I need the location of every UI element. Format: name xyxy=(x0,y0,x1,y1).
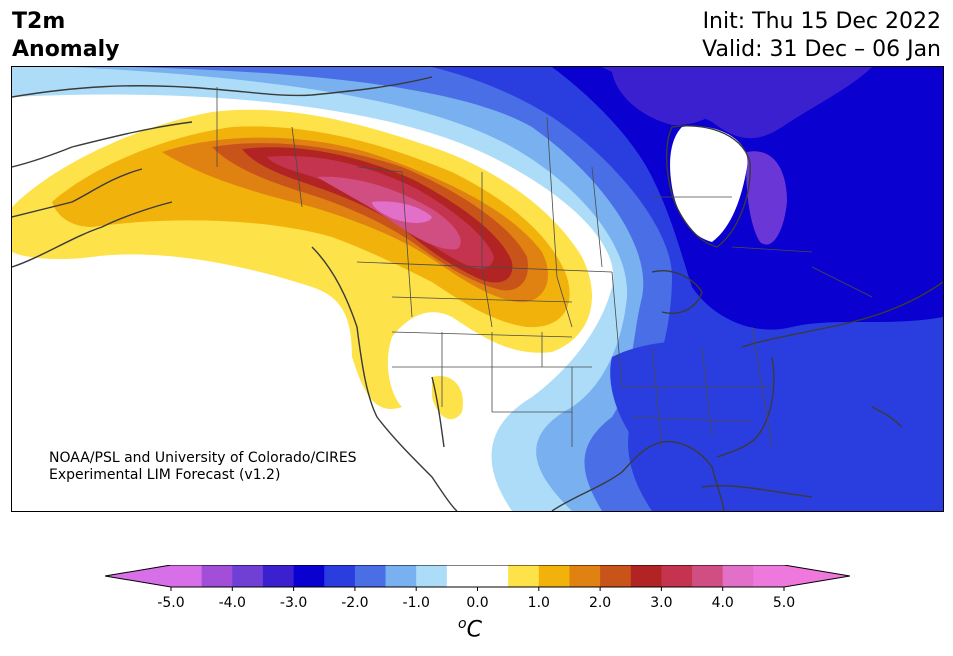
anomaly-map xyxy=(11,66,944,512)
colorbar-unit: oC xyxy=(458,616,482,642)
colorbar-tick-label: 2.0 xyxy=(589,595,611,611)
credit-note: NOAA/PSL and University of Colorado/CIRE… xyxy=(49,450,357,484)
unit-letter: C xyxy=(466,617,482,643)
colorbar-segment xyxy=(232,565,264,587)
colorbar-tick-label: 4.0 xyxy=(712,595,734,611)
colorbar: -5.0 -4.0 -3.0 -2.0 -1.0 0.0 1.0 2.0 3.0 4.0 5.0 xyxy=(104,564,851,621)
warm-peak xyxy=(372,201,432,223)
colorbar-segment xyxy=(692,565,724,587)
colorbar-segment xyxy=(262,565,295,587)
warm-band-2 xyxy=(52,126,570,328)
colorbar-segment xyxy=(753,565,785,587)
map-title: T2m Anomaly xyxy=(12,8,119,64)
cold-band-5 xyxy=(552,67,943,330)
colorbar-segment xyxy=(446,565,478,587)
colorbar-tick-label: 3.0 xyxy=(650,595,672,611)
credit-line-1: NOAA/PSL and University of Colorado/CIRE… xyxy=(49,450,357,466)
colorbar-segment xyxy=(538,565,570,587)
colorbar-segment xyxy=(354,565,387,587)
colorbar-tick-label: -1.0 xyxy=(403,595,430,611)
colorbar-tick-label: -2.0 xyxy=(341,595,368,611)
political-borders xyxy=(216,87,873,448)
colorbar-tick-label: -3.0 xyxy=(280,595,307,611)
colorbar-segment xyxy=(722,565,754,587)
init-date: Init: Thu 15 Dec 2022 xyxy=(702,9,941,34)
colorbar-segment xyxy=(569,565,601,587)
colorbar-tick-label: 5.0 xyxy=(773,595,795,611)
colorbar-tick-label: -5.0 xyxy=(157,595,184,611)
coastlines xyxy=(12,76,943,511)
cold-southeast xyxy=(610,340,782,456)
colorbar-tick-label: 1.0 xyxy=(528,595,550,611)
warm-southwest xyxy=(432,376,463,420)
colorbar-tick-label: 0.0 xyxy=(466,595,488,611)
colorbar-segment xyxy=(630,565,662,587)
cold-core-north xyxy=(612,70,742,126)
colorbar-segment xyxy=(171,565,203,587)
title-line-1: T2m xyxy=(12,9,66,34)
forecast-dates: Init: Thu 15 Dec 2022 Valid: 31 Dec – 06… xyxy=(702,8,941,64)
colorbar-segment xyxy=(600,565,632,587)
colorbar-segment xyxy=(385,565,417,587)
colorbar-over-arrow xyxy=(784,565,850,587)
colorbar-tick-label: -4.0 xyxy=(219,595,246,611)
colorbar-segment xyxy=(508,565,540,587)
map-canvas xyxy=(12,67,943,511)
cold-core-east xyxy=(746,151,787,245)
unit-degree: o xyxy=(458,616,467,632)
colorbar-under-arrow xyxy=(105,565,171,587)
hudson-bay xyxy=(670,126,748,242)
colorbar-segment xyxy=(293,565,325,587)
colorbar-segment xyxy=(201,565,233,587)
colorbar-segment xyxy=(416,565,448,587)
colorbar-segment xyxy=(661,565,693,587)
colorbar-svg: -5.0 -4.0 -3.0 -2.0 -1.0 0.0 1.0 2.0 3.0 4.0 5.0 xyxy=(104,564,851,611)
colorbar-segment xyxy=(477,565,509,587)
credit-line-2: Experimental LIM Forecast (v1.2) xyxy=(49,467,281,483)
valid-range: Valid: 31 Dec – 06 Jan xyxy=(702,37,941,62)
colorbar-segment xyxy=(324,565,356,587)
title-line-2: Anomaly xyxy=(12,37,120,62)
